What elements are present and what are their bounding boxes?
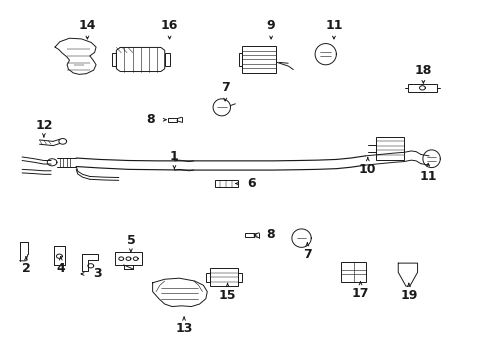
Bar [210,268,238,286]
Bar [168,118,177,122]
Bar [238,273,242,282]
Text: 5: 5 [126,234,135,247]
Bar [238,53,241,66]
Text: 18: 18 [414,64,431,77]
Bar [206,273,210,282]
Text: 3: 3 [93,267,101,280]
Bar [164,54,169,66]
Bar [214,180,237,187]
Bar [375,136,403,159]
Text: 1: 1 [170,150,179,163]
Bar [115,252,142,265]
Text: 11: 11 [419,170,436,183]
Bar [341,262,366,282]
Text: 7: 7 [303,248,311,261]
Bar [241,46,276,73]
Text: 8: 8 [145,113,154,126]
Text: 10: 10 [358,163,376,176]
Text: 9: 9 [266,19,275,32]
Text: 7: 7 [221,81,229,94]
Text: 14: 14 [79,19,96,32]
Bar [245,233,254,238]
Text: 12: 12 [35,118,53,131]
Text: 19: 19 [399,289,417,302]
Text: 6: 6 [247,177,256,190]
Bar [407,84,436,92]
Bar [111,54,116,66]
Text: 8: 8 [265,229,274,242]
Text: 11: 11 [325,19,342,32]
Text: 16: 16 [161,19,178,32]
Text: 15: 15 [219,289,236,302]
Text: 17: 17 [351,287,368,300]
Text: 2: 2 [21,262,30,275]
Text: 4: 4 [56,262,65,275]
Text: 13: 13 [175,322,192,336]
